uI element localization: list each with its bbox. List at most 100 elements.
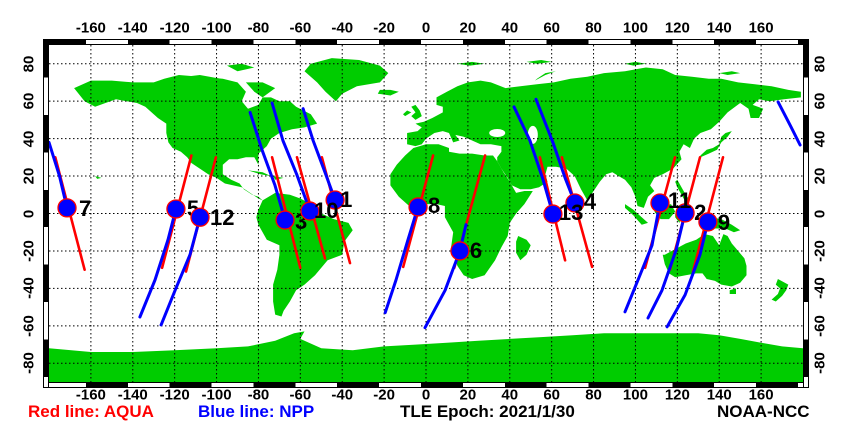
lon-tick-bottom: 60	[543, 386, 560, 404]
orbit-point-5	[166, 199, 186, 219]
orbit-point-7	[57, 198, 77, 218]
orbit-point-label-11: 11	[668, 188, 691, 213]
lon-tick-bottom: 100	[622, 386, 648, 404]
legend-npp: Blue line: NPP	[198, 402, 315, 421]
lon-tick-top: -80	[247, 19, 270, 37]
lon-tick-bottom: 120	[664, 386, 690, 404]
npp-track	[665, 220, 710, 329]
lon-tick-top: -120	[159, 19, 190, 37]
lon-tick-top: -140	[117, 19, 148, 37]
npp-tracks-layer	[49, 97, 802, 330]
orbit-point-label-12: 12	[210, 205, 234, 230]
land-polygon	[625, 61, 646, 66]
land-polygon	[227, 63, 255, 72]
lon-tick-bottom: 140	[706, 386, 732, 404]
black-sea	[489, 128, 506, 137]
orbit-point-12	[190, 207, 210, 227]
land-polygon	[771, 279, 789, 302]
npp-track	[623, 201, 662, 314]
lat-tick-right: -80	[811, 352, 829, 375]
land-polygon	[377, 89, 399, 96]
orbit-point-10	[300, 201, 320, 221]
legend-aqua: Red line: AQUA	[28, 402, 154, 421]
npp-track	[270, 101, 312, 213]
land-layer	[49, 58, 803, 382]
lon-tick-top: 20	[459, 19, 477, 37]
lon-tick-top: -160	[75, 19, 106, 37]
lon-tick-bottom: 40	[501, 386, 519, 404]
orbit-point-11	[650, 193, 670, 213]
land-polygon	[49, 331, 803, 382]
lat-tick-left: 60	[20, 92, 38, 110]
lon-tick-top: 120	[664, 19, 690, 37]
orbit-point-label-4: 4	[584, 189, 597, 214]
land-polygon	[526, 60, 552, 64]
lon-tick-top: 100	[622, 19, 648, 37]
lat-tick-right: 80	[811, 55, 829, 73]
npp-track	[383, 205, 420, 315]
lat-tick-left: -80	[20, 352, 38, 375]
credit-label: NOAA-NCC	[717, 402, 810, 421]
land-polygon	[625, 204, 648, 225]
lon-tick-top: 140	[706, 19, 732, 37]
orbit-point-label-13: 13	[559, 200, 583, 225]
land-polygon	[534, 71, 556, 81]
orbit-point-label-1: 1	[340, 187, 352, 212]
lat-tick-right: 60	[811, 92, 829, 110]
lat-tick-right: -40	[811, 277, 829, 300]
npp-track	[159, 215, 202, 327]
orbit-point-label-10: 10	[314, 198, 338, 223]
land-polygon	[95, 176, 102, 179]
lat-tick-right: 20	[811, 167, 829, 185]
orbit-point-label-6: 6	[470, 238, 482, 263]
lon-tick-bottom: -120	[159, 386, 190, 404]
lon-tick-bottom: 160	[748, 386, 774, 404]
lon-tick-top: -60	[289, 19, 312, 37]
lon-tick-top: 0	[421, 19, 431, 37]
lat-tick-right: -20	[811, 240, 829, 262]
lat-tick-left: -60	[20, 314, 38, 337]
lon-tick-top: -20	[373, 19, 395, 37]
map-frame-left	[43, 39, 49, 388]
land-polygon	[407, 67, 801, 208]
land-polygon	[719, 71, 741, 75]
lon-tick-bottom: -20	[373, 386, 395, 404]
lat-tick-left: 40	[20, 130, 38, 147]
orbit-point-1	[325, 190, 345, 210]
npp-track	[49, 140, 69, 210]
map-frame-right	[803, 39, 809, 388]
npp-track	[534, 97, 577, 205]
lon-tick-bottom: 80	[585, 386, 602, 404]
land-polygon	[516, 236, 531, 261]
lat-tick-right: 40	[811, 130, 829, 147]
tle-epoch-label: TLE Epoch: 2021/1/30	[400, 402, 575, 421]
land-polygon	[457, 61, 485, 66]
npp-track	[301, 107, 337, 202]
land-polygon	[74, 75, 318, 201]
land-polygon	[248, 170, 271, 177]
land-polygon	[675, 179, 690, 203]
lat-tick-left: 80	[20, 55, 38, 73]
lon-tick-top: 160	[748, 19, 774, 37]
lon-tick-top: 60	[543, 19, 560, 37]
land-polygon	[700, 131, 732, 158]
lon-tick-bottom: -160	[75, 386, 106, 404]
lon-tick-top: 80	[585, 19, 602, 37]
lon-tick-bottom: -60	[289, 386, 312, 404]
orbit-point-4	[565, 193, 585, 213]
orbit-point-2	[675, 203, 695, 223]
land-polygon	[185, 75, 221, 85]
land-polygon	[304, 58, 389, 102]
orbit-point-label-9: 9	[718, 210, 730, 235]
land-polygon	[662, 234, 747, 287]
npp-track	[248, 110, 287, 222]
lon-tick-top: 40	[501, 19, 519, 37]
lon-tick-bottom: -100	[201, 386, 232, 404]
lon-tick-bottom: 20	[459, 386, 477, 404]
npp-track	[512, 105, 555, 216]
lon-tick-bottom: 0	[421, 386, 431, 404]
orbit-point-9	[698, 212, 718, 232]
lon-tick-bottom: -80	[247, 386, 270, 404]
